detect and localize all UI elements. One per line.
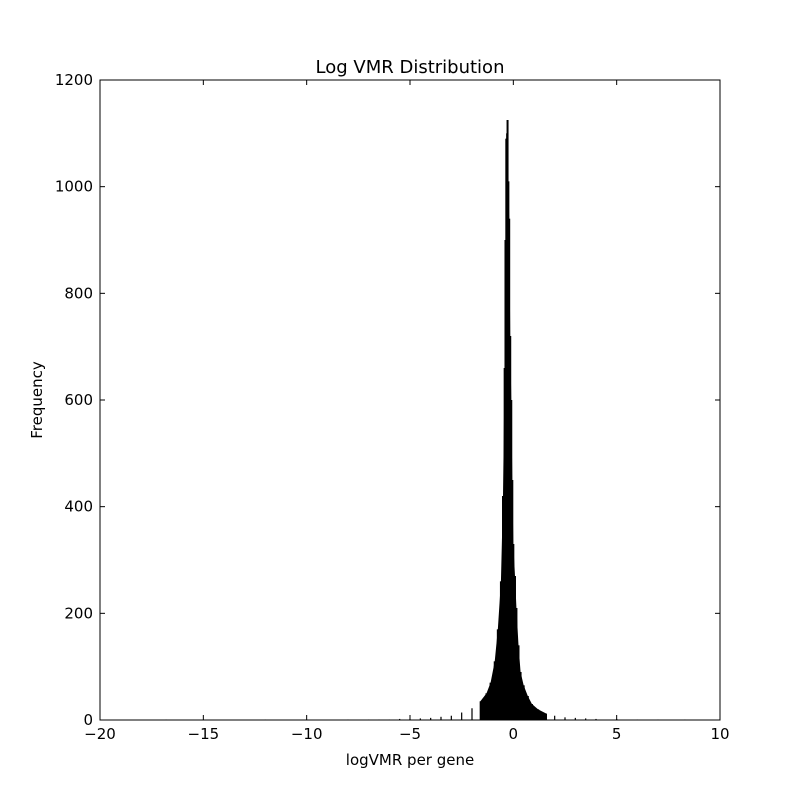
- x-tick-label: −15: [188, 725, 220, 743]
- x-tick-label: 0: [509, 725, 519, 743]
- histogram-bar: [430, 717, 432, 720]
- y-tick-label: 400: [64, 498, 93, 516]
- histogram-bar: [419, 718, 421, 720]
- histogram-bar: [461, 712, 463, 720]
- x-tick-label: −5: [399, 725, 421, 743]
- histogram-bar: [574, 717, 576, 720]
- x-tick-label: −10: [291, 725, 323, 743]
- y-axis: 0 200 400 600 800 1000 1200: [55, 71, 720, 729]
- x-tick-label: 5: [612, 725, 622, 743]
- plot-frame: [99, 79, 721, 721]
- x-tick-label: −20: [84, 725, 116, 743]
- histogram-peak: [480, 120, 547, 720]
- y-tick-label: 800: [64, 284, 93, 302]
- histogram-bar: [595, 718, 597, 720]
- histogram-bar: [450, 715, 452, 720]
- x-axis: −20 −15 −10 −5 0 5 10: [84, 80, 730, 743]
- histogram-bar: [554, 715, 556, 720]
- chart-title: Log VMR Distribution: [316, 57, 505, 78]
- y-tick-label: 1000: [55, 178, 93, 196]
- histogram-bar: [585, 718, 587, 720]
- histogram-bar: [399, 718, 401, 720]
- histogram-bar: [440, 716, 442, 720]
- histogram-bar: [564, 717, 566, 720]
- y-tick-label: 600: [64, 391, 93, 409]
- histogram-bar: [471, 708, 473, 720]
- x-tick-label: 10: [710, 725, 729, 743]
- histogram-bars: [165, 120, 686, 721]
- y-tick-label: 0: [83, 711, 93, 729]
- x-axis-label: logVMR per gene: [346, 751, 474, 769]
- y-tick-label: 1200: [55, 71, 93, 89]
- y-tick-label: 200: [64, 604, 93, 622]
- y-axis-label: Frequency: [28, 361, 46, 439]
